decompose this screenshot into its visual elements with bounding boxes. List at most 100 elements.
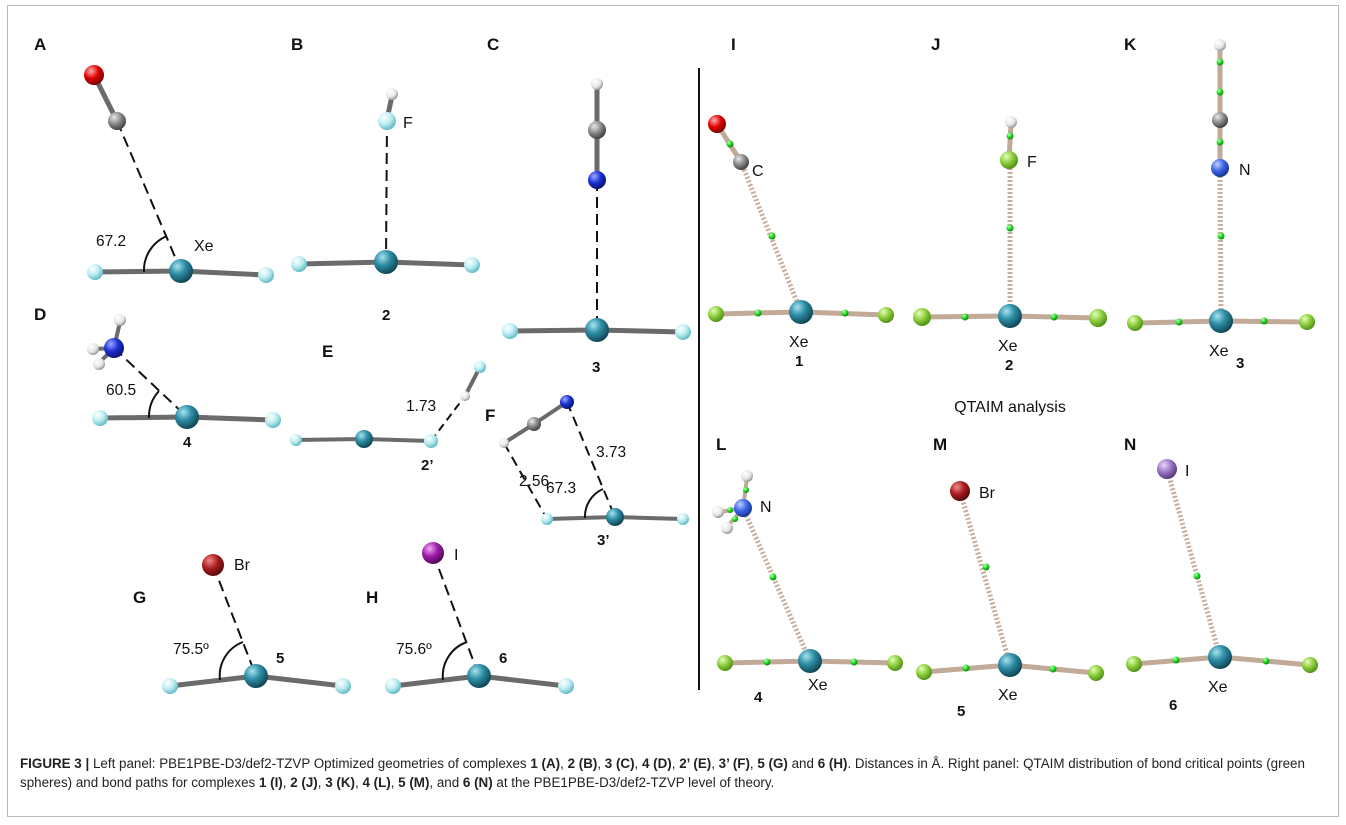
bond-critical-point bbox=[768, 232, 776, 240]
complex-number: 5 bbox=[957, 703, 965, 720]
bond-critical-point bbox=[1050, 313, 1058, 321]
angle-arc bbox=[142, 235, 168, 273]
distance-label: 2.56 bbox=[519, 473, 549, 490]
bond-critical-point bbox=[961, 313, 969, 321]
panel-label-n: N bbox=[1124, 435, 1136, 454]
f-atom bbox=[378, 112, 396, 130]
panel-e: E 1.73 2’ bbox=[290, 342, 486, 474]
panel-label-b: B bbox=[291, 35, 303, 54]
bond bbox=[362, 437, 433, 443]
c-atom bbox=[733, 154, 749, 170]
i-atom bbox=[1157, 459, 1177, 479]
panel-label-l: L bbox=[716, 435, 726, 454]
xe-atom bbox=[374, 250, 398, 274]
bond bbox=[184, 414, 276, 423]
atom-label-c: C bbox=[752, 163, 764, 180]
f-atom bbox=[887, 655, 903, 671]
qtaim-title: QTAIM analysis bbox=[954, 399, 1066, 416]
bond bbox=[383, 259, 475, 268]
bond-critical-point bbox=[1006, 132, 1014, 140]
xe-atom bbox=[1209, 309, 1233, 333]
atom-label-xe: Xe bbox=[998, 687, 1018, 704]
panel-n: N I Xe 6 bbox=[1124, 435, 1318, 714]
h-atom bbox=[1214, 39, 1226, 51]
o-atom bbox=[84, 65, 104, 85]
panel-b: B F 2 bbox=[291, 35, 480, 324]
angle-label: 60.5 bbox=[106, 382, 136, 399]
f-atom bbox=[677, 513, 689, 525]
angle-label: 67.2 bbox=[96, 233, 126, 250]
f-atom bbox=[335, 678, 351, 694]
bond-critical-point bbox=[763, 658, 771, 666]
panel-label-k: K bbox=[1124, 35, 1137, 54]
caption-lead: FIGURE 3 | bbox=[20, 756, 90, 771]
br-atom bbox=[202, 554, 224, 576]
h-atom bbox=[460, 391, 470, 401]
xe-atom bbox=[606, 508, 624, 526]
interaction-line bbox=[503, 442, 548, 520]
h-atom bbox=[499, 438, 509, 448]
bond bbox=[507, 327, 600, 334]
bond bbox=[178, 268, 269, 278]
panel-label-i: I bbox=[731, 35, 736, 54]
f-atom bbox=[1000, 151, 1018, 169]
atom-label-xe: Xe bbox=[194, 238, 214, 255]
panel-l: L N Xe 4 bbox=[712, 435, 903, 706]
f-atom bbox=[162, 678, 178, 694]
h-atom bbox=[721, 522, 733, 534]
complex-number: 4 bbox=[183, 434, 192, 451]
n-atom bbox=[1211, 159, 1229, 177]
complex-number: 2’ bbox=[421, 457, 434, 474]
h-atom bbox=[114, 314, 126, 326]
f-atom bbox=[265, 412, 281, 428]
complex-number: 3 bbox=[1236, 355, 1244, 372]
bond-critical-point bbox=[727, 507, 733, 513]
xe-atom bbox=[789, 300, 813, 324]
xe-atom bbox=[1208, 645, 1232, 669]
angle-label: 75.6º bbox=[396, 641, 432, 658]
complex-number: 2 bbox=[1005, 357, 1013, 374]
atom-label-n: N bbox=[760, 499, 772, 516]
angle-label: 75.5º bbox=[173, 641, 209, 658]
bond-critical-point bbox=[850, 658, 858, 666]
figure-caption: FIGURE 3 | Left panel: PBE1PBE-D3/def2-T… bbox=[20, 756, 1305, 790]
figure-frame bbox=[7, 5, 1339, 817]
panel-label-e: E bbox=[322, 342, 333, 361]
f-atom bbox=[1089, 309, 1107, 327]
angle-arc bbox=[441, 641, 468, 681]
o-atom bbox=[708, 115, 726, 133]
f-atom bbox=[878, 307, 894, 323]
f-atom bbox=[675, 324, 691, 340]
f-atom bbox=[1299, 314, 1315, 330]
angle-label: 67.3 bbox=[546, 480, 576, 497]
xe-atom bbox=[244, 664, 268, 688]
panel-h: H I 75.6º 6 bbox=[366, 542, 574, 694]
c-atom bbox=[108, 112, 126, 130]
panel-d: D 60.5 4 bbox=[34, 305, 281, 451]
atom-label-f: F bbox=[403, 115, 413, 132]
atom-label-xe: Xe bbox=[1208, 679, 1228, 696]
bond-critical-point bbox=[982, 563, 990, 571]
c-atom bbox=[1212, 112, 1228, 128]
atom-label-xe: Xe bbox=[789, 334, 809, 351]
bond bbox=[594, 327, 686, 335]
f-atom bbox=[424, 434, 438, 448]
bond-critical-point bbox=[1006, 224, 1014, 232]
f-atom bbox=[502, 323, 518, 339]
h-atom bbox=[1005, 116, 1017, 128]
interaction-path bbox=[740, 506, 813, 663]
angle-arc bbox=[218, 641, 244, 681]
i-atom bbox=[422, 542, 444, 564]
bond-critical-point bbox=[841, 309, 849, 317]
panel-label-j: J bbox=[931, 35, 940, 54]
interaction-line bbox=[566, 401, 616, 518]
interaction-path bbox=[957, 490, 1013, 666]
f-atom bbox=[916, 664, 932, 680]
n-atom bbox=[588, 171, 606, 189]
panel-label-g: G bbox=[133, 588, 146, 607]
bond-critical-point bbox=[1172, 656, 1180, 664]
br-atom bbox=[950, 481, 970, 501]
f-atom bbox=[1126, 656, 1142, 672]
f-atom bbox=[290, 434, 302, 446]
distance-label: 1.73 bbox=[406, 398, 436, 415]
